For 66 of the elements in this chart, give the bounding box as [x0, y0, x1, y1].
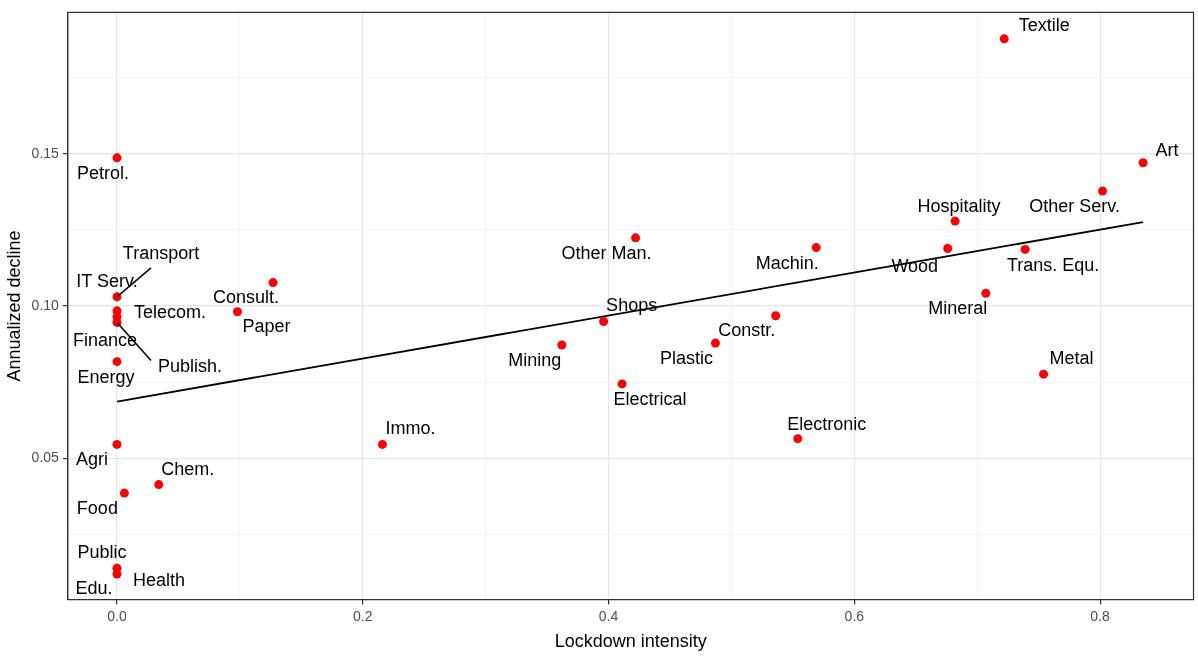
point [599, 317, 609, 327]
x-axis-title: Lockdown intensity [554, 631, 707, 652]
annotation: Plastic [659, 348, 713, 369]
annotation: Trans. Equ. [1006, 255, 1100, 276]
annotation: Telecom. [133, 301, 207, 322]
point [1020, 244, 1030, 254]
annotation: Constr. [718, 319, 776, 340]
x-tick-label: 0.4 [598, 607, 619, 624]
x-tick-label: 0.2 [353, 607, 373, 624]
x-tick-label: 0.0 [107, 607, 127, 624]
annotation: Hospitality [917, 196, 1001, 217]
y-tick-label: 0.05 [31, 448, 60, 465]
annotation: Paper [242, 315, 291, 336]
point [943, 244, 953, 253]
annotation: Electrical [613, 388, 687, 409]
x-tick-label: 0.8 [1090, 607, 1111, 624]
point [811, 243, 821, 253]
annotation: Wood [891, 256, 939, 277]
annotation: Food [76, 498, 118, 519]
annotation: Electronic [787, 413, 867, 434]
annotation: Publish. [157, 356, 223, 377]
annotation: Other Man. [561, 242, 652, 263]
annotation: Chem. [161, 458, 215, 479]
point [771, 311, 781, 321]
point [154, 480, 164, 490]
annotation: Shops [606, 295, 658, 316]
annotation: Health [132, 570, 186, 591]
point [119, 488, 129, 498]
point [268, 278, 278, 288]
annotation: Energy [77, 366, 135, 387]
y-axis-title: Annualized decline [3, 230, 24, 382]
point [1039, 369, 1049, 379]
point [617, 379, 627, 389]
point [710, 338, 720, 348]
point [377, 439, 387, 449]
annotation: Edu. [75, 578, 113, 599]
annotation: Mining [508, 349, 562, 370]
point [999, 34, 1009, 44]
annotation: Machin. [755, 252, 819, 273]
point [112, 357, 122, 367]
annotation: IT Serv. [76, 270, 138, 291]
annotation: Transport [122, 242, 200, 263]
annotation: Consult. [213, 286, 280, 307]
y-tick-label: 0.10 [31, 296, 60, 313]
annotation: Textile [1018, 14, 1070, 35]
point [232, 307, 242, 317]
point [112, 439, 122, 449]
point [793, 434, 803, 444]
annotation: Mineral [928, 298, 988, 319]
annotation: Other Serv. [1029, 195, 1120, 216]
annotation: Public [77, 542, 127, 563]
annotation: Agri [76, 449, 109, 470]
annotation: Art [1155, 139, 1179, 160]
point [950, 216, 960, 226]
annotation: Immo. [385, 418, 436, 439]
x-tick-label: 0.6 [844, 607, 865, 624]
y-tick-label: 0.15 [31, 144, 60, 161]
point [631, 233, 641, 243]
point [112, 153, 122, 163]
point [1098, 186, 1108, 196]
annotation: Petrol. [76, 162, 130, 183]
point [981, 288, 991, 298]
annotation: Metal [1049, 348, 1094, 369]
point [557, 340, 567, 350]
point [112, 569, 122, 579]
point [1138, 158, 1148, 168]
